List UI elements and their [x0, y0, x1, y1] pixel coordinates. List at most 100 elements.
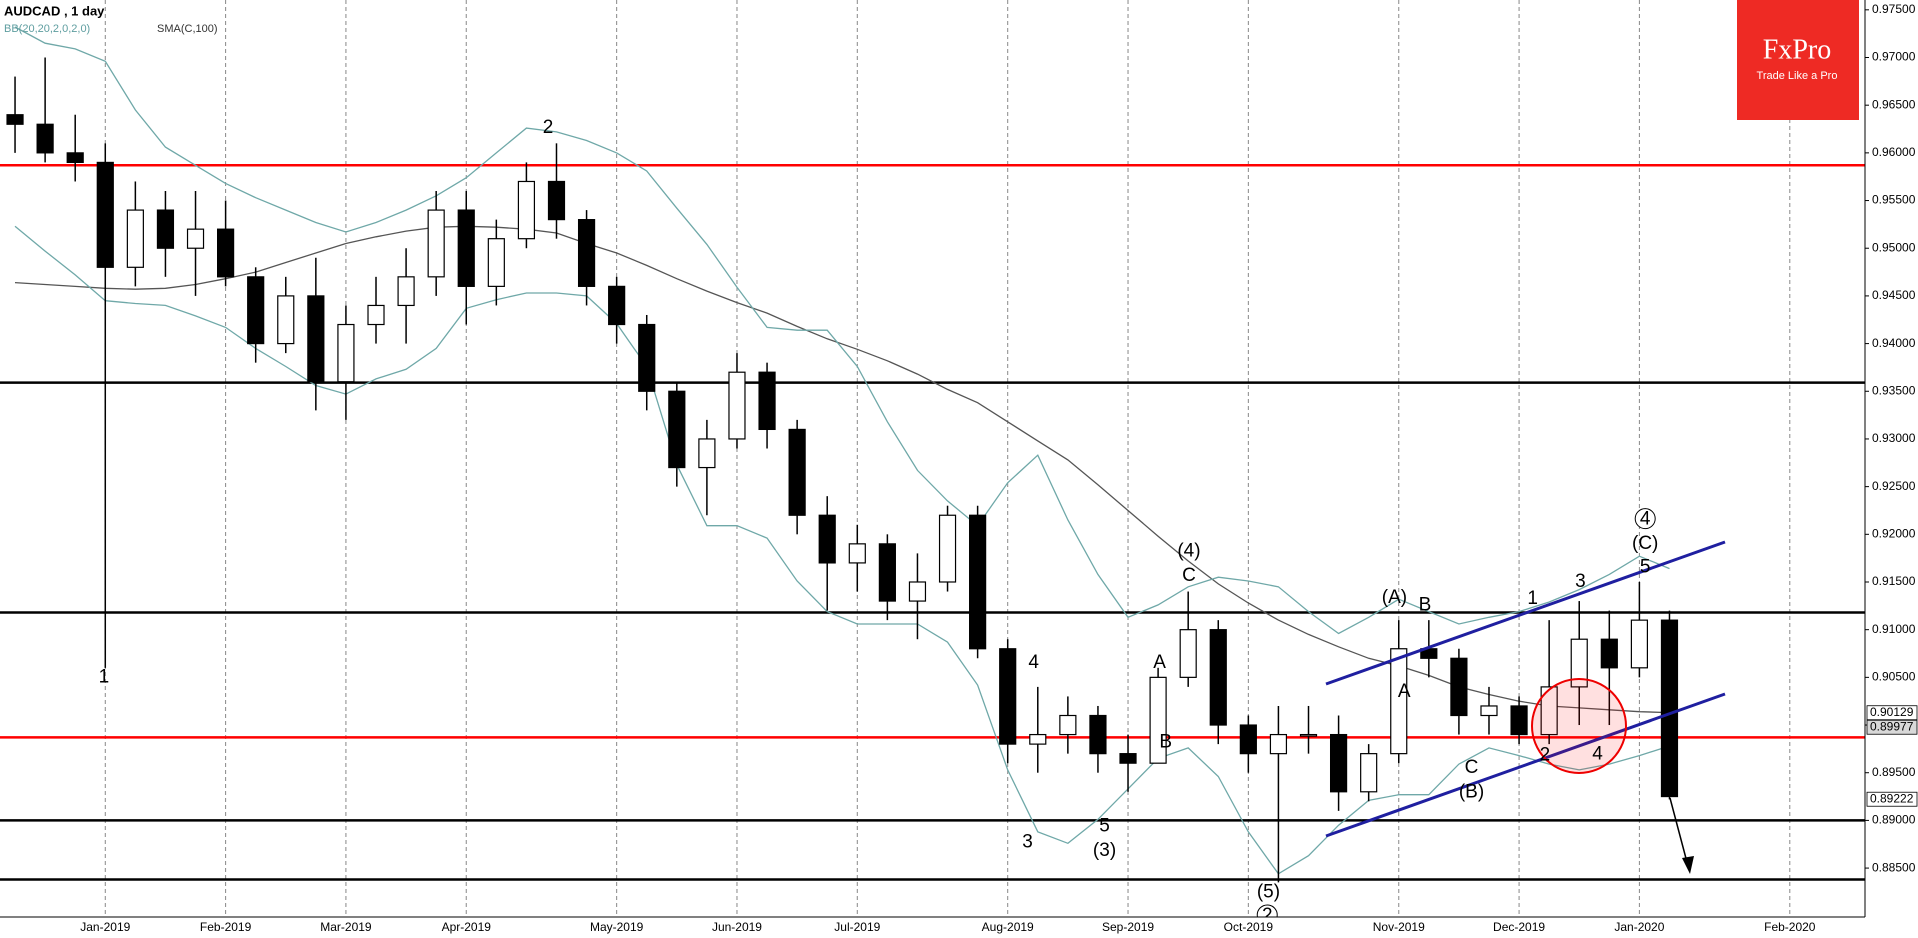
annotation: 3 — [1022, 832, 1033, 853]
candle-body — [6, 114, 24, 125]
y-tick-label: 0.96000 — [1872, 145, 1916, 159]
candle-body — [938, 514, 957, 583]
y-tick-label: 0.92000 — [1872, 526, 1916, 540]
y-tick-label: 0.91000 — [1872, 622, 1916, 636]
x-tick-label: Jan-2020 — [1614, 920, 1664, 934]
x-tick-label: Aug-2019 — [982, 920, 1034, 934]
legend-bb: BB(20,20,2,0,2,0) — [4, 23, 90, 35]
chart-title: AUDCAD , 1 day — [4, 3, 105, 18]
y-tick-label: 0.88500 — [1872, 860, 1916, 874]
candle-body — [217, 228, 235, 278]
candle-body — [788, 428, 806, 516]
y-tick-label: 0.92500 — [1872, 479, 1916, 493]
candle-body — [517, 180, 536, 240]
y-tick-label: 0.95000 — [1872, 240, 1916, 254]
annotation: 5 — [1640, 556, 1651, 577]
annotation: 4 — [1028, 652, 1039, 673]
x-tick-label: Sep-2019 — [1102, 920, 1154, 934]
annotation: C — [1465, 757, 1479, 778]
candle-body — [277, 295, 295, 345]
x-tick-label: Nov-2019 — [1373, 920, 1425, 934]
y-tick-label: 0.93500 — [1872, 383, 1916, 397]
y-tick-label: 0.95500 — [1872, 193, 1916, 207]
annotation: 1 — [99, 666, 110, 687]
candle-body — [1570, 638, 1588, 688]
candle-body — [126, 209, 144, 268]
channel-lower — [1325, 692, 1726, 838]
y-tick-label: 0.96500 — [1872, 97, 1916, 111]
candle-body — [1540, 686, 1558, 736]
candle-body — [1239, 724, 1257, 755]
annotation: (4) — [1177, 540, 1200, 561]
candle-body — [698, 438, 716, 469]
candle-body — [728, 371, 746, 440]
indicator-line — [14, 26, 1670, 635]
annotation: 3 — [1575, 571, 1586, 592]
x-tick-label: Jul-2019 — [834, 920, 880, 934]
candle-body — [1660, 619, 1679, 798]
candle-body — [247, 276, 265, 345]
annotation: (B) — [1459, 781, 1484, 802]
x-tick-label: Mar-2019 — [320, 920, 372, 934]
highlight-circle — [1531, 678, 1627, 774]
annotation: (5) — [1257, 882, 1280, 903]
annotation: 4 — [1592, 744, 1603, 765]
candle-body — [758, 371, 776, 431]
y-tick-label: 0.90500 — [1872, 670, 1916, 684]
annotation: (A) — [1382, 587, 1407, 608]
axes: 0.97500 0.97000 0.96500 0.96000 0.95500 0.950… — [80, 2, 1918, 934]
annotation: 1 — [1527, 588, 1538, 609]
grid — [104, 0, 1791, 917]
logo-box — [1737, 0, 1859, 120]
price-label: 0.89222 — [1870, 791, 1914, 805]
logo-name: FxPro — [1763, 34, 1831, 65]
y-tick-label: 0.91500 — [1872, 574, 1916, 588]
candle-body — [969, 514, 987, 650]
price-label: 0.89977 — [1870, 719, 1914, 733]
candle-body — [457, 209, 475, 287]
candle-body — [36, 123, 54, 154]
y-tick-label: 0.94500 — [1872, 288, 1916, 302]
x-tick-label: Oct-2019 — [1224, 920, 1274, 934]
price-label-box — [1866, 791, 1918, 807]
x-tick-label: Apr-2019 — [442, 920, 492, 934]
y-tick-label: 0.89000 — [1872, 813, 1916, 827]
annotation: A — [1398, 681, 1411, 702]
candle-body — [608, 285, 626, 326]
y-tick-label: 0.93000 — [1872, 431, 1916, 445]
candle-body — [156, 209, 175, 249]
candle-body — [307, 295, 325, 383]
legend-sma: SMA(C,100) — [157, 23, 218, 35]
candle-body — [638, 323, 656, 392]
x-tick-label: Dec-2019 — [1493, 920, 1545, 934]
candle-body — [848, 543, 866, 564]
x-tick-label: Feb-2020 — [1764, 920, 1816, 934]
annotation: (C) — [1632, 533, 1658, 554]
candle-body — [1149, 676, 1167, 764]
y-tick-label: 0.97000 — [1872, 50, 1916, 64]
annotation-circle — [1634, 508, 1656, 530]
channel-upper — [1325, 540, 1726, 686]
indicator-line — [14, 225, 1670, 875]
annotation: 2 — [1540, 745, 1551, 766]
logo-tagline: Trade Like a Pro — [1757, 70, 1838, 82]
candle-body — [1269, 733, 1288, 755]
plot — [0, 26, 1865, 883]
x-tick-label: Feb-2019 — [200, 920, 252, 934]
candle-body — [397, 276, 415, 307]
candle-body — [1630, 619, 1648, 669]
price-label-box — [1866, 719, 1918, 735]
x-tick-label: Jun-2019 — [712, 920, 762, 934]
candle-body — [1329, 733, 1348, 793]
annotation: B — [1419, 594, 1432, 615]
candle-body — [186, 228, 205, 249]
y-tick-label: 0.97500 — [1872, 2, 1916, 16]
annotation: A — [1153, 652, 1166, 673]
candle-body — [1360, 753, 1378, 793]
candle-body — [427, 209, 445, 278]
y-tick-label: 0.94000 — [1872, 336, 1916, 350]
annotation: 2 — [1262, 905, 1273, 926]
annotation: C — [1182, 565, 1196, 586]
annotation: 2 — [543, 117, 554, 138]
